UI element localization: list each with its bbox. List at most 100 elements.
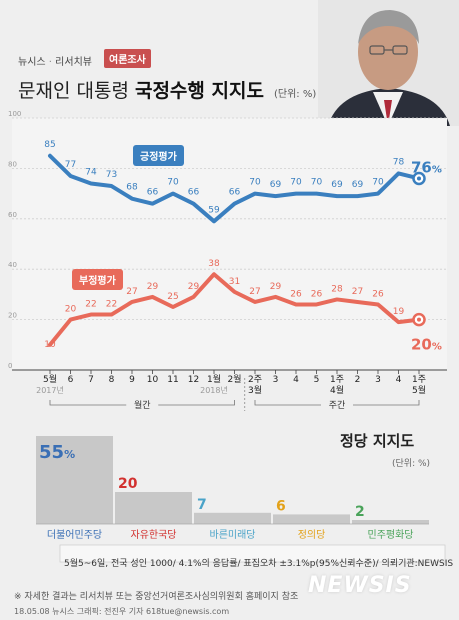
party-name-label: 정의당 [298, 529, 326, 541]
x-tick-label: 4 [396, 375, 402, 385]
value-label: 26 [290, 289, 302, 299]
kicker-right: 리서치뷰 [55, 57, 92, 68]
x-tick-label: 1주 [412, 374, 426, 385]
monthly-group-label: 월간 [134, 399, 151, 411]
value-label: 85 [44, 140, 55, 150]
portrait-photo [318, 0, 459, 126]
end-point-dot [417, 317, 421, 322]
positive-series-label: 긍정평가 [133, 145, 184, 166]
y-tick-label: 80 [8, 160, 17, 168]
x-tick-label: 2주 [248, 374, 262, 385]
x-tick-label: 4 [293, 375, 299, 385]
value-label: 20 [65, 305, 77, 315]
value-label: 66 [229, 188, 241, 198]
x-tick-label: 7 [88, 375, 94, 385]
kicker-left: 뉴시스 [18, 57, 46, 68]
negative-series-label: 부정평가 [72, 269, 123, 290]
party-value-label: 20 [118, 476, 138, 492]
weekly-group-label: 주간 [329, 400, 346, 411]
x-tick-label: 8 [109, 375, 115, 385]
weekly-bracket-bg [321, 398, 353, 411]
party-value-label: 6 [276, 498, 286, 514]
end-value-label: 76% [411, 158, 442, 176]
value-label: 73 [106, 170, 117, 180]
positive-line [48, 153, 421, 224]
value-label: 69 [331, 180, 343, 190]
y-tick-label: 60 [8, 211, 17, 219]
monthly-bracket-bg [126, 398, 159, 411]
value-label: 70 [167, 178, 179, 188]
party-bar [352, 520, 429, 524]
value-label: 69 [270, 180, 282, 190]
value-label: 29 [188, 282, 200, 292]
plot-area [12, 118, 447, 370]
value-label: 22 [106, 300, 117, 310]
value-label: 28 [331, 284, 343, 294]
value-label: 26 [311, 289, 323, 299]
x-tick-label: 3 [375, 375, 381, 385]
party-name-label: 민주평화당 [368, 529, 414, 541]
value-label: 25 [167, 292, 178, 302]
party-bar [115, 492, 192, 524]
title-unit: (단위: %) [274, 89, 317, 100]
party-bar [273, 514, 350, 524]
survey-source: 5월5~6일, 전국 성인 1000/ 4.1%의 응답률/ 표집오차 ±3.1… [64, 559, 454, 569]
x-tick-label: 2월 [227, 373, 241, 385]
x-tick-label: 9 [129, 375, 135, 385]
x-tick-sublabel: 3월 [248, 384, 262, 396]
page-title: 문재인 대통령 국정수행 지지도 (단위: %) [18, 76, 316, 103]
x-tick-label: 6 [68, 375, 74, 385]
value-label: 38 [208, 259, 220, 269]
bar-chart-title: 정당 지지도 [340, 432, 415, 450]
party-name-label: 자유한국당 [131, 529, 177, 541]
value-label: 66 [147, 188, 159, 198]
title-plain: 문재인 대통령 [18, 80, 129, 102]
value-label: 26 [372, 289, 384, 299]
value-label: 70 [290, 178, 302, 188]
source-box [59, 544, 446, 563]
poll-badge: 여론조사 [104, 49, 151, 68]
party-bar [194, 512, 271, 524]
value-label: 78 [393, 157, 405, 167]
negative-line [48, 272, 421, 347]
bar-chart-unit: (단위: %) [392, 459, 431, 469]
x-tick-sublabel: 4월 [330, 384, 344, 396]
footnote: ※ 자세한 결과는 리서치뷰 또는 중앙선거여론조사심의위원회 홈페이지 참조 [14, 592, 299, 602]
y-tick-label: 0 [8, 362, 12, 370]
value-label: 69 [352, 180, 364, 190]
x-tick-label: 5월 [43, 373, 57, 385]
value-label: 68 [126, 183, 138, 193]
value-label: 27 [352, 287, 363, 297]
value-label: 70 [372, 178, 384, 188]
party-value-label: 7 [197, 497, 207, 513]
party-name-label: 더불어민주당 [47, 529, 102, 541]
value-label: 27 [126, 287, 137, 297]
value-label: 70 [311, 178, 323, 188]
value-label: 74 [85, 168, 97, 178]
kicker: 뉴시스 · 리서치뷰 [18, 53, 92, 68]
value-label: 66 [188, 188, 200, 198]
x-tick-label: 11 [167, 375, 178, 385]
end-point-dot [417, 176, 421, 181]
value-label: 29 [147, 282, 159, 292]
x-tick-label: 1월 [207, 373, 221, 385]
x-tick-label: 1주 [330, 374, 344, 385]
value-label: 22 [85, 300, 96, 310]
x-tick-sublabel: 2017년 [36, 385, 64, 395]
value-label: 59 [208, 205, 220, 215]
party-name-label: 바른미래당 [210, 529, 256, 541]
y-tick-label: 20 [8, 312, 17, 320]
value-label: 10 [44, 340, 56, 350]
x-tick-label: 5 [314, 375, 320, 385]
party-bar [36, 436, 113, 524]
x-tick-label: 12 [188, 375, 199, 385]
kicker-separator: · [48, 57, 52, 68]
value-label: 29 [270, 282, 282, 292]
x-tick-sublabel: 2018년 [200, 385, 228, 395]
newsis-logo: NEWSIS [308, 573, 412, 598]
end-value-label: 20% [411, 336, 442, 354]
y-tick-label: 100 [8, 110, 21, 118]
value-label: 77 [65, 160, 76, 170]
